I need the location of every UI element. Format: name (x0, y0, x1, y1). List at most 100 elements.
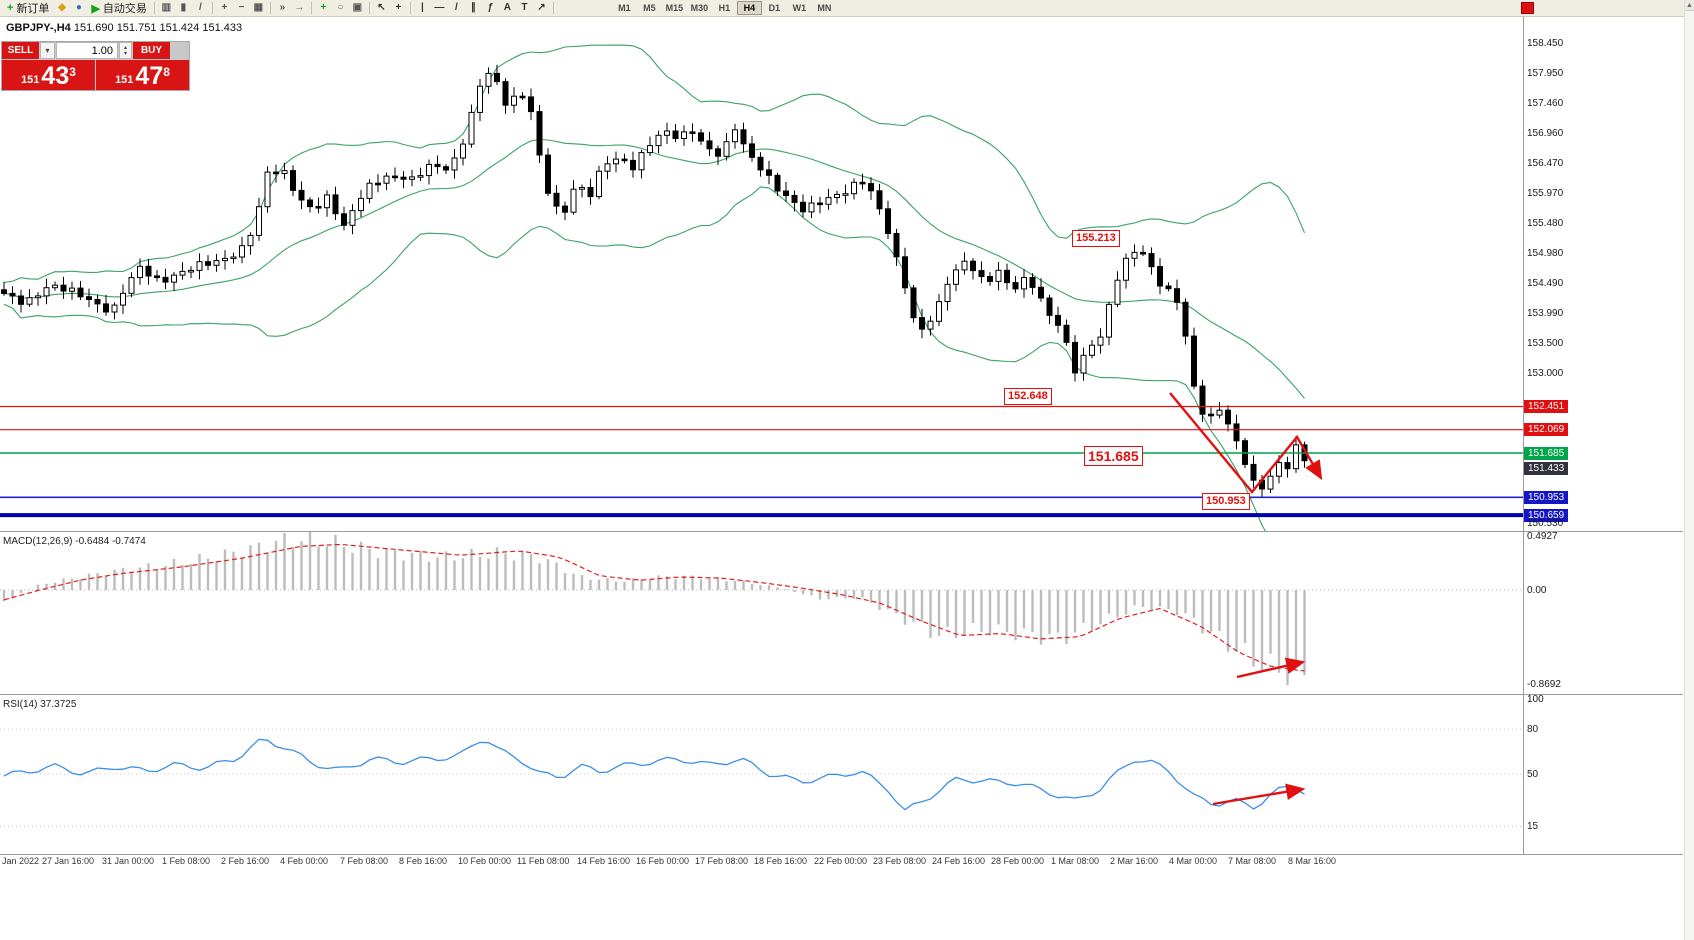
arrows-icon[interactable]: ↗ (533, 1, 550, 16)
price-axis-label-green: 151.685 (1524, 446, 1569, 460)
arrows-icon-glyph: ↗ (537, 2, 546, 13)
time-label: 2 Mar 16:00 (1110, 856, 1159, 866)
templates-icon[interactable]: ▣ (349, 1, 366, 16)
vertical-line-icon[interactable]: | (414, 1, 431, 16)
rsi-axis-label: 50 (1527, 768, 1539, 780)
stepper-down-icon[interactable]: ▾ (123, 50, 127, 57)
price-axis-label: 157.950 (1527, 67, 1564, 79)
tile-windows-icon[interactable]: ▦ (250, 1, 267, 16)
rsi-panel[interactable] (0, 695, 1523, 854)
new-order-button[interactable]: + 新订单 (3, 1, 53, 16)
stepper-up-icon[interactable]: ▴ (123, 44, 127, 51)
cursor-icon[interactable]: ↖ (373, 1, 390, 16)
time-label: 22 Feb 00:00 (814, 856, 868, 866)
time-axis[interactable]: Jan 2022 27 Jan 16:00 31 Jan 00:00 1 Feb 08… (0, 856, 1683, 870)
horizontal-level-lines[interactable] (0, 405, 1523, 518)
timeframe-h1[interactable]: H1 (718, 3, 731, 13)
time-label: 8 Feb 16:00 (399, 856, 448, 866)
panel-separator[interactable] (0, 694, 1683, 695)
time-label: 4 Feb 00:00 (280, 856, 329, 866)
zoom-in-icon-glyph: + (221, 2, 228, 13)
line-chart-icon-glyph: / (199, 2, 202, 13)
text-icon[interactable]: A (499, 1, 516, 16)
timeframe-h4[interactable]: H4 (736, 1, 762, 15)
vertical-scrollbar[interactable]: ▲ (1684, 0, 1694, 940)
favorites-icon[interactable]: ◆ (53, 1, 70, 16)
price-axis-label-blue: 150.659 (1524, 508, 1569, 522)
timeframe-d1[interactable]: D1 (768, 3, 781, 13)
timeframe-mn[interactable]: MN (817, 3, 832, 13)
time-label: 2 Feb 16:00 (221, 856, 270, 866)
macd-indicator-name: MACD(12,26,9) (3, 536, 73, 547)
volume-input[interactable] (56, 42, 118, 59)
bar-chart-icon[interactable]: ▥ (158, 1, 175, 16)
market-watch-icon[interactable]: ● (70, 1, 87, 16)
price-annotation[interactable]: 155.213 (1072, 230, 1120, 247)
alert-square-icon[interactable] (1521, 2, 1534, 14)
zoom-out-icon[interactable]: − (233, 1, 250, 16)
order-type-dropdown[interactable]: ▾ (40, 42, 55, 59)
buy-button[interactable]: BUY (133, 42, 170, 59)
rsi-line (3, 738, 1305, 811)
time-label: 10 Feb 00:00 (458, 856, 512, 866)
timeframe-m1[interactable]: M1 (618, 3, 631, 13)
price-axis-label-current: 151.433 (1524, 461, 1569, 475)
time-label: 18 Feb 16:00 (754, 856, 808, 866)
candlestick-chart-icon[interactable]: ▮ (175, 1, 192, 16)
price-axis[interactable]: 158.450 157.950 157.460 156.960 156.470 155.9… (1524, 17, 1683, 855)
macd-panel[interactable] (0, 532, 1523, 694)
chart-shift-icon[interactable]: → (291, 1, 308, 16)
auto-scroll-icon[interactable]: » (274, 1, 291, 16)
panel-separator[interactable] (0, 531, 1683, 532)
crosshair-icon[interactable]: + (390, 1, 407, 16)
volume-stepper[interactable]: ▴ ▾ (119, 42, 132, 59)
timeframe-m5[interactable]: M5 (643, 3, 656, 13)
rsi-trend-arrow[interactable] (1212, 783, 1306, 806)
templates-icon-glyph: ▣ (352, 2, 363, 13)
auto-scroll-icon-glyph: » (279, 2, 286, 13)
price-axis-label: 156.960 (1527, 127, 1564, 139)
timeframe-m15[interactable]: M15 (665, 3, 684, 13)
macd-axis-label: 0.00 (1527, 584, 1547, 596)
buy-price-quote[interactable]: 151 47 8 (96, 60, 189, 90)
price-chart[interactable] (0, 17, 1523, 532)
trend-arrow[interactable] (1169, 392, 1323, 494)
toolbar-separator (153, 2, 155, 14)
ohlc-label: 151.690 151.751 151.424 151.433 (73, 22, 243, 34)
price-axis-label: 150.530 (1527, 517, 1564, 529)
macd-trend-arrow[interactable] (1236, 657, 1306, 679)
timeframe-w1[interactable]: W1 (792, 3, 807, 13)
scroll-up-icon[interactable]: ▲ (1685, 0, 1694, 11)
time-label: 24 Feb 16:00 (932, 856, 986, 866)
horizontal-line-icon[interactable]: — (431, 1, 448, 16)
chart-area[interactable]: GBPJPY-,H4 151.690 151.751 151.424 151.4… (0, 17, 1523, 532)
time-label: 11 Feb 08:00 (517, 856, 570, 866)
text-label-icon[interactable]: T (516, 1, 533, 16)
trendline-icon[interactable]: / (448, 1, 465, 16)
macd-axis-label: -0.8692 (1527, 679, 1561, 690)
fibonacci-icon-glyph: ƒ (487, 2, 494, 13)
auto-trading-button[interactable]: ▶ 自动交易 (87, 1, 150, 16)
toolbar-separator (310, 2, 312, 14)
equidistant-channel-icon[interactable]: ∥ (465, 1, 482, 16)
fibonacci-icon[interactable]: ƒ (482, 1, 499, 16)
rsi-indicator-name: RSI(14) (3, 699, 38, 710)
periods-icon[interactable]: ○ (332, 1, 349, 16)
main-toolbar: + 新订单 ◆ ● ▶ 自动交易 ▥ ▮ / + − ▦» → + ○ ▣ ↖ + | — / ∥ ƒ A T ↗ M1 M5 M15 M… (0, 0, 1694, 17)
indicators-icon[interactable]: + (315, 1, 332, 16)
time-label: 23 Feb 08:00 (873, 856, 927, 866)
timeframe-m30[interactable]: M30 (690, 3, 709, 13)
macd-axis-label: 0.4927 (1527, 530, 1558, 542)
price-axis-label-red: 152.069 (1524, 423, 1569, 437)
macd-label: MACD(12,26,9) -0.6484 -0.7474 (3, 536, 146, 547)
price-axis-label: 157.460 (1527, 97, 1564, 109)
chart-title: GBPJPY-,H4 151.690 151.751 151.424 151.4… (6, 22, 242, 34)
line-chart-icon[interactable]: / (192, 1, 209, 16)
horizontal-line-icon-glyph: — (434, 2, 445, 13)
price-annotation[interactable]: 151.685 (1084, 446, 1143, 466)
sell-button[interactable]: SELL (2, 42, 39, 59)
price-annotation[interactable]: 150.953 (1202, 493, 1250, 510)
zoom-in-icon[interactable]: + (216, 1, 233, 16)
price-annotation[interactable]: 152.648 (1004, 388, 1052, 405)
sell-price-quote[interactable]: 151 43 3 (2, 60, 95, 90)
